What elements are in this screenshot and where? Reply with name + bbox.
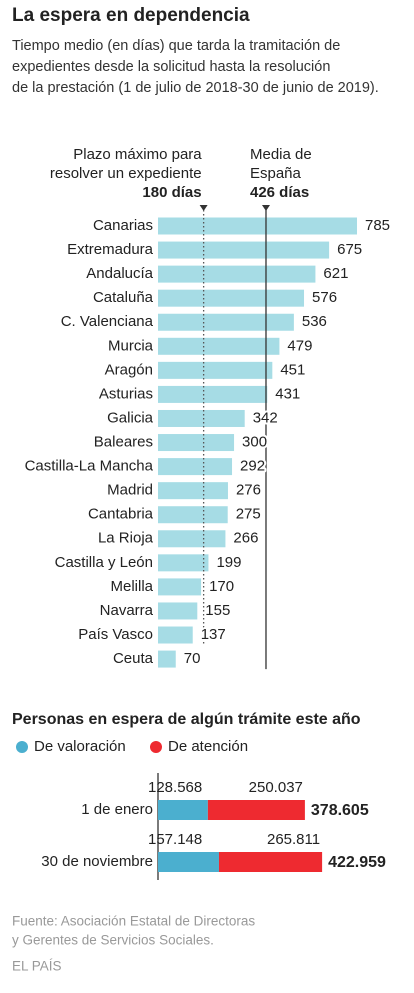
category-label: Navarra	[100, 602, 154, 619]
category-label: Aragón	[105, 361, 153, 378]
value-label: 300	[242, 434, 267, 451]
bar	[158, 506, 228, 524]
bar-segment	[207, 800, 305, 820]
value-label: 250.037	[249, 779, 303, 796]
category-label: Cantabria	[88, 506, 154, 523]
subtitle: de la prestación (1 de julio de 2018-30 …	[12, 80, 379, 96]
total-label: 378.605	[311, 802, 369, 819]
legend-swatch	[150, 741, 162, 753]
bar	[158, 409, 245, 427]
reference-marker	[199, 205, 208, 211]
bar	[158, 602, 198, 620]
value-label: 137	[201, 626, 226, 643]
legend-swatch	[16, 741, 28, 753]
source: y Gerentes de Servicios Sociales.	[12, 933, 214, 948]
reference-text: resolver un expediente	[50, 165, 202, 182]
category-label: Melilla	[110, 578, 153, 595]
bar	[158, 554, 209, 572]
bar	[158, 289, 305, 307]
legend-label: De atención	[168, 738, 248, 755]
value-label: 342	[253, 409, 278, 426]
value-label: 621	[323, 265, 348, 282]
category-label: Andalucía	[86, 265, 153, 282]
bar	[158, 217, 357, 235]
bar	[158, 650, 176, 668]
total-label: 422.959	[328, 854, 386, 871]
value-label: 479	[287, 337, 312, 354]
value-label: 576	[312, 289, 337, 306]
legend-label: De valoración	[34, 738, 126, 755]
bar	[158, 626, 193, 644]
reference-label: 426 días	[250, 184, 309, 201]
bar	[158, 482, 228, 500]
bar	[158, 530, 226, 548]
bar-segment	[158, 852, 219, 872]
reference-text: Plazo máximo para	[73, 146, 202, 163]
bar	[158, 434, 235, 452]
value-label: 675	[337, 241, 362, 258]
source: Fuente: Asociación Estatal de Directoras	[12, 914, 255, 929]
chart-title: Personas en espera de algún trámite este…	[12, 711, 361, 728]
category-label: Madrid	[107, 482, 153, 499]
subtitle: Tiempo medio (en días) que tarda la tram…	[12, 38, 340, 54]
category-label: Castilla y León	[55, 554, 153, 571]
bar	[158, 385, 268, 403]
value-label: 785	[365, 217, 390, 234]
value-label: 128.568	[148, 779, 202, 796]
category-label: C. Valenciana	[61, 313, 154, 330]
value-label: 265.811	[267, 831, 320, 848]
value-label: 170	[209, 578, 234, 595]
category-label: Ceuta	[113, 650, 154, 667]
category-label: Asturias	[99, 385, 153, 402]
category-label: Cataluña	[93, 289, 154, 306]
value-label: 451	[280, 361, 305, 378]
bar-segment	[218, 852, 323, 872]
bar	[158, 337, 280, 355]
category-label: La Rioja	[98, 530, 154, 547]
category-label: Murcia	[108, 337, 154, 354]
value-label: 70	[184, 650, 201, 667]
subtitle: expedientes desde la solicitud hasta la …	[12, 59, 330, 75]
reference-text: España	[250, 165, 302, 182]
category-label: Castilla-La Mancha	[25, 458, 154, 475]
value-label: 536	[302, 313, 327, 330]
bar	[158, 241, 330, 259]
category-label: Canarias	[93, 217, 153, 234]
value-label: 431	[275, 385, 300, 402]
category-label: Baleares	[94, 434, 153, 451]
value-label: 155	[205, 602, 230, 619]
bar	[158, 265, 316, 283]
reference-marker	[261, 205, 270, 211]
bar	[158, 458, 233, 476]
bar	[158, 361, 273, 379]
chart-title: La espera en dependencia	[12, 5, 250, 26]
category-label: 30 de noviembre	[41, 853, 153, 870]
category-label: País Vasco	[78, 626, 153, 643]
value-label: 275	[236, 506, 261, 523]
reference-label: 180 días	[142, 184, 201, 201]
category-label: 1 de enero	[81, 801, 153, 818]
value-label: 266	[233, 530, 258, 547]
value-label: 292	[240, 458, 265, 475]
category-label: Galicia	[107, 409, 154, 426]
value-label: 157.148	[148, 831, 202, 848]
bar	[158, 578, 202, 596]
value-label: 276	[236, 482, 261, 499]
brand: EL PAÍS	[12, 959, 62, 974]
category-label: Extremadura	[67, 241, 154, 258]
value-label: 199	[216, 554, 241, 571]
bar-segment	[158, 800, 208, 820]
bar	[158, 313, 294, 331]
reference-text: Media de	[250, 146, 312, 163]
